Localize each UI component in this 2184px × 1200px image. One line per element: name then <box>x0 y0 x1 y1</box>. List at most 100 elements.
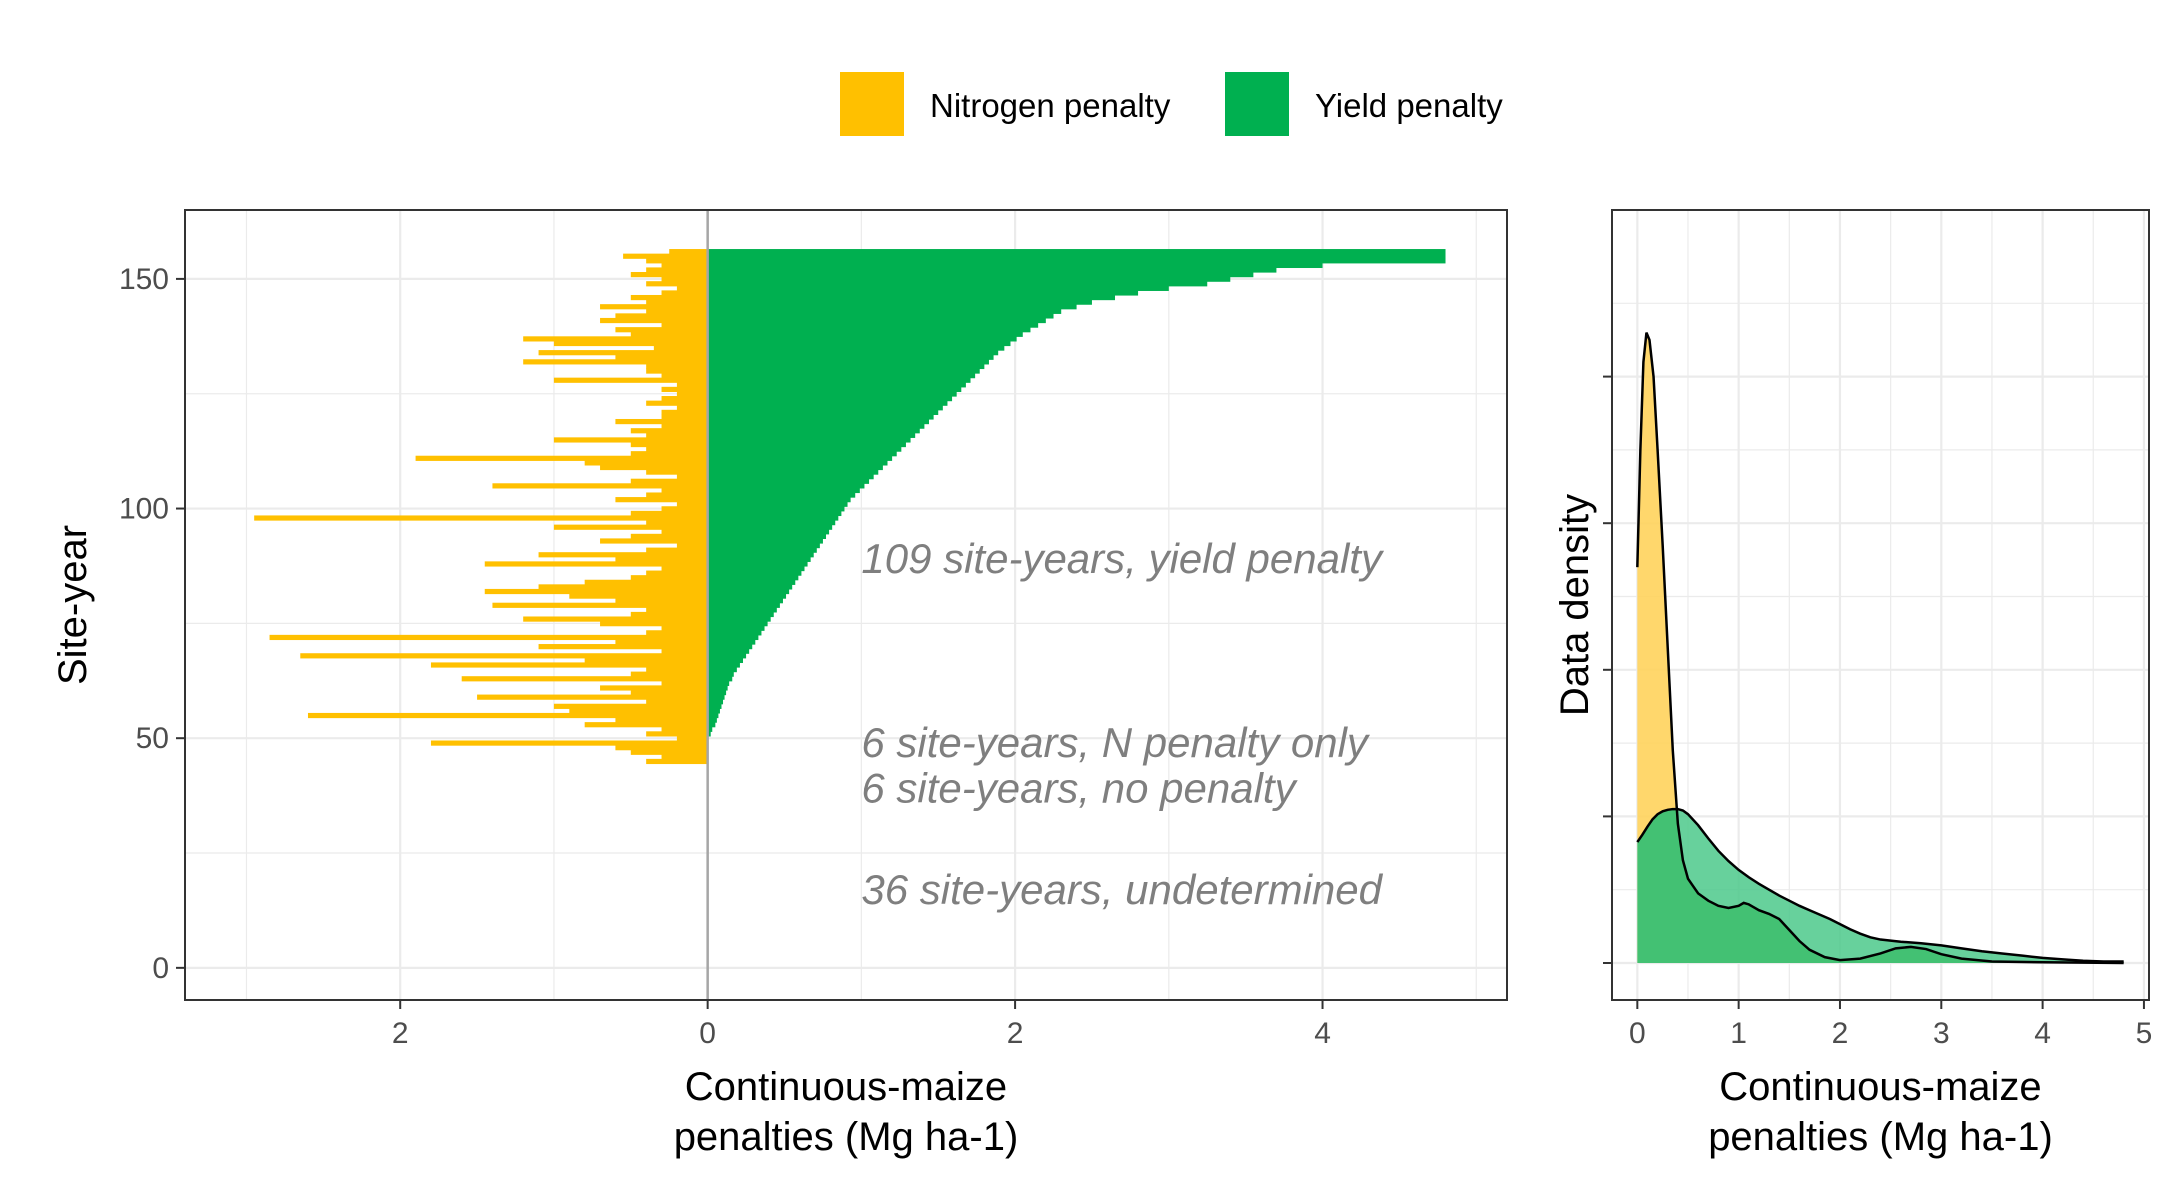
yield-bar <box>707 492 856 498</box>
yield-bar <box>707 377 971 383</box>
x-axis-title-line: penalties (Mg ha-1) <box>1708 1115 2053 1159</box>
yield-bar <box>707 432 916 438</box>
nitrogen-bar <box>484 561 708 567</box>
yield-bar <box>707 478 870 484</box>
yield-bar <box>707 547 817 553</box>
yield-bar <box>707 299 1092 305</box>
right-axis-ticks: 0 1 2 3 4 5 <box>1603 375 2152 1050</box>
yield-bar <box>707 474 874 480</box>
nitrogen-bar <box>646 547 708 553</box>
right-panel-border <box>1611 209 2150 1001</box>
nitrogen-bar <box>661 754 708 760</box>
nitrogen-bar <box>615 418 708 425</box>
yield-bar <box>707 290 1139 296</box>
nitrogen-bar <box>553 340 708 347</box>
yield-bar <box>707 671 734 677</box>
right-y-axis-title: Data density <box>1553 494 1597 716</box>
annotation-text: 6 site-years, no penalty <box>861 765 1298 812</box>
yield-bar <box>707 354 994 360</box>
yield-density-line <box>1636 807 2124 963</box>
x-tick-label: 0 <box>699 1017 716 1050</box>
nitrogen-bar <box>653 345 708 351</box>
yield-bar <box>707 455 893 461</box>
yield-bar <box>707 625 765 631</box>
yield-bar <box>707 368 980 374</box>
yield-bar <box>707 689 727 696</box>
nitrogen-bar <box>600 304 708 310</box>
yield-bar <box>707 405 943 411</box>
nitrogen-bar <box>661 648 708 654</box>
nitrogen-bar <box>492 483 708 489</box>
yield-bar <box>707 579 796 585</box>
nitrogen-bar <box>661 322 708 328</box>
yield-bar <box>707 497 851 503</box>
yield-bar <box>707 561 808 567</box>
left-panel-border <box>184 209 1508 1001</box>
yield-bar <box>707 680 730 686</box>
nitrogen-bar <box>615 497 708 503</box>
yield-bar <box>707 391 957 397</box>
yield-bar <box>707 423 925 429</box>
nitrogen-bar <box>553 377 708 383</box>
yield-bar <box>707 588 790 595</box>
nitrogen-bar <box>307 712 708 719</box>
nitrogen-bar <box>538 584 708 590</box>
nitrogen-bar <box>623 253 708 259</box>
yield-bar <box>707 685 728 691</box>
yield-bar <box>707 483 865 489</box>
yield-bar <box>707 446 902 452</box>
nitrogen-bar <box>676 474 708 480</box>
annotation-text: 36 site-years, undetermined <box>861 866 1383 913</box>
yield-bar <box>707 272 1254 278</box>
x-tick-label: 1 <box>1730 1017 1747 1050</box>
yield-bar <box>707 731 711 737</box>
annotation-text: 109 site-years, yield penalty <box>861 535 1385 582</box>
nitrogen-bar <box>661 409 708 415</box>
yield-bar <box>707 363 985 370</box>
nitrogen-bar <box>676 542 708 549</box>
nitrogen-bar <box>584 579 708 585</box>
nitrogen-bar <box>646 699 708 705</box>
nitrogen-bar <box>661 625 708 631</box>
nitrogen-bar <box>430 740 708 746</box>
nitrogen-bar <box>661 414 708 420</box>
nitrogen-bar <box>646 520 708 526</box>
nitrogen-bar <box>661 423 708 429</box>
x-tick-label: 0 <box>1629 1017 1646 1050</box>
nitrogen-bar <box>630 451 708 457</box>
nitrogen-bar <box>553 524 708 530</box>
yield-bar <box>707 639 756 645</box>
yield-bar <box>707 249 1446 255</box>
nitrogen-bar <box>646 299 708 305</box>
yield-bar <box>707 570 802 576</box>
nitrogen-bar <box>646 469 708 475</box>
nitrogen-bar <box>615 745 708 751</box>
yield-bar <box>707 584 793 590</box>
nitrogen-bar <box>630 331 708 337</box>
yield-bar <box>707 317 1046 324</box>
yield-bar <box>707 382 966 388</box>
yield-bar <box>707 722 716 728</box>
nitrogen-bar <box>600 538 708 544</box>
y-tick-label: 100 <box>119 493 169 526</box>
right-panel: 0 1 2 3 4 5 Data density Continuous-maize pena… <box>1553 209 2152 1159</box>
nitrogen-bar <box>646 363 708 370</box>
yield-bar <box>707 451 897 457</box>
nitrogen-bar <box>661 680 708 686</box>
nitrogen-bar <box>646 758 708 765</box>
left-annotations: 109 site-years, yield penalty 6 site-year… <box>861 535 1385 913</box>
yield-bar <box>707 501 848 507</box>
nitrogen-bar <box>615 598 708 604</box>
nitrogen-bar <box>553 703 708 709</box>
yield-bar <box>707 294 1116 301</box>
nitrogen-bar <box>646 267 708 273</box>
yield-bar <box>707 662 740 668</box>
nitrogen-density-line <box>1636 332 2124 965</box>
yield-bar <box>707 267 1277 273</box>
nitrogen-bar <box>646 446 708 452</box>
yield-bar <box>707 400 948 406</box>
yield-bar <box>707 409 939 415</box>
nitrogen-bar <box>646 667 708 673</box>
nitrogen-bar <box>676 285 708 291</box>
